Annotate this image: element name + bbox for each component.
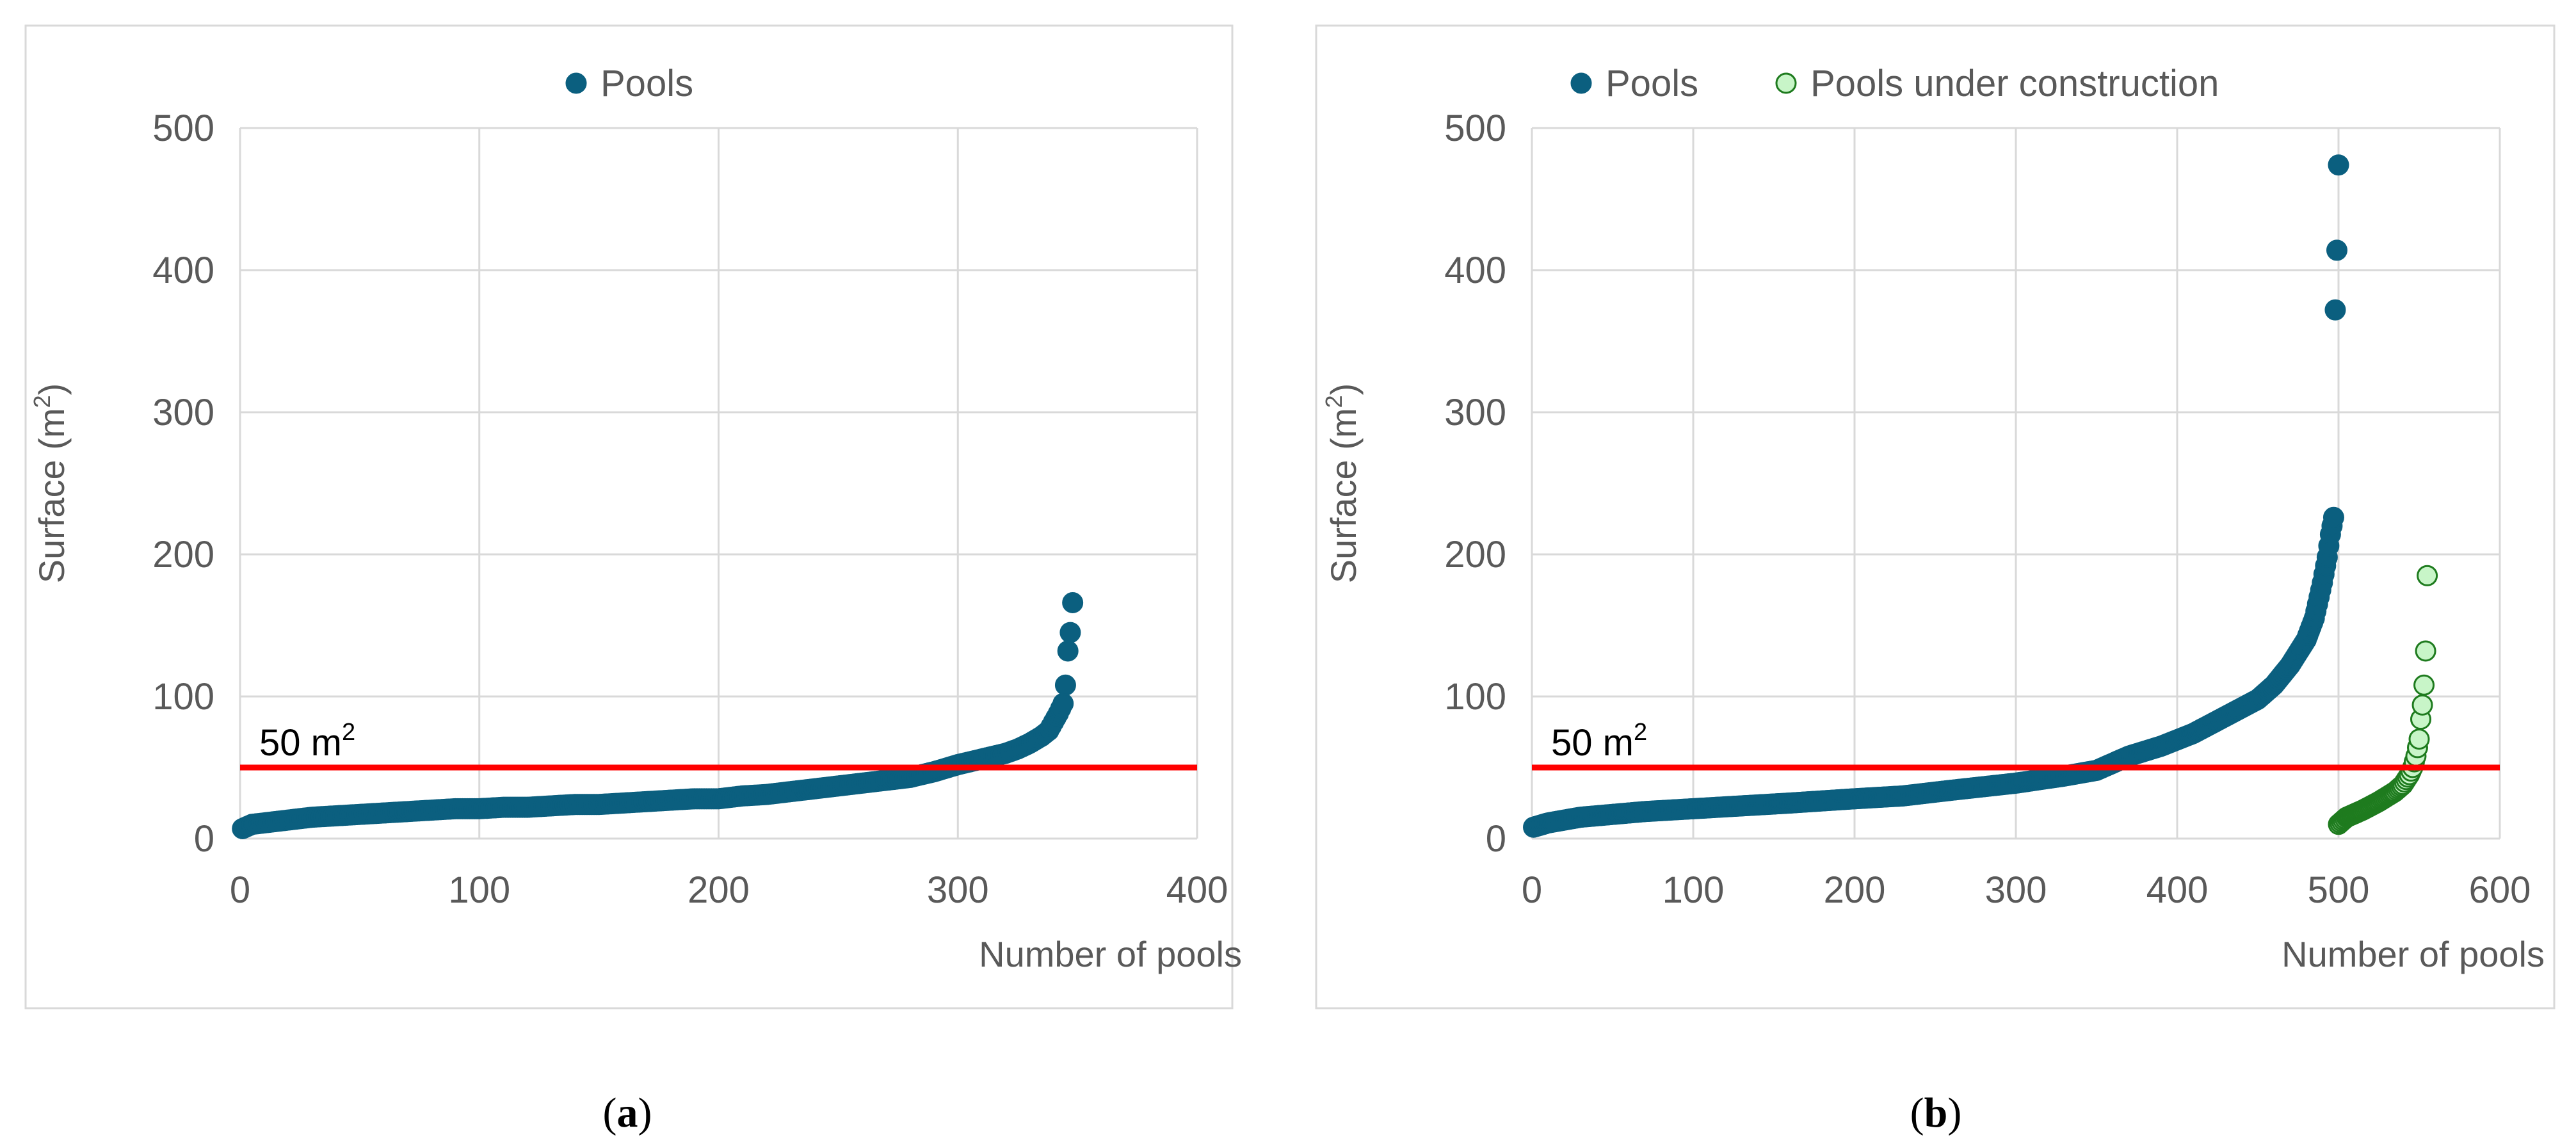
y-tick-label: 100 xyxy=(152,676,214,718)
data-point xyxy=(2322,506,2344,528)
y-tick-label: 400 xyxy=(1444,250,1506,291)
x-axis-label: Number of pools xyxy=(979,934,1242,974)
y-tick-label: 200 xyxy=(1444,534,1506,575)
x-axis-label: Number of pools xyxy=(2282,934,2545,974)
x-tick-label: 400 xyxy=(2146,869,2209,911)
y-tick-label: 500 xyxy=(1444,108,1506,149)
x-tick-label: 400 xyxy=(1166,869,1228,911)
y-axis-label: Surface (m2) xyxy=(1321,383,1364,584)
chart-frame xyxy=(24,24,1234,1009)
legend-entry: Pools under construction xyxy=(1775,63,2219,104)
y-tick-label: 200 xyxy=(152,534,214,575)
legend-entry: Pools xyxy=(1570,63,1698,104)
data-point xyxy=(2324,299,2346,321)
data-point xyxy=(1052,693,1074,714)
data-point xyxy=(2411,694,2433,716)
legend-label: Pools under construction xyxy=(1810,63,2219,104)
threshold-label: 50 m2 xyxy=(1551,719,1647,764)
data-point xyxy=(1054,674,1076,696)
x-tick-label: 300 xyxy=(1985,869,2047,911)
x-tick-label: 200 xyxy=(1824,869,1886,911)
data-point xyxy=(1059,622,1081,643)
legend-marker xyxy=(565,72,587,94)
x-tick-label: 300 xyxy=(927,869,989,911)
y-tick-label: 300 xyxy=(152,392,214,433)
data-point xyxy=(1062,591,1084,613)
y-axis-label: Surface (m2) xyxy=(29,383,72,584)
data-point xyxy=(1057,640,1079,662)
legend-marker xyxy=(1570,72,1592,94)
panel-caption: (a) xyxy=(603,1090,652,1136)
x-tick-label: 100 xyxy=(1662,869,1725,911)
legend-marker xyxy=(1775,72,1797,94)
chart-frame xyxy=(1315,24,2556,1009)
threshold-label: 50 m2 xyxy=(259,719,355,764)
y-tick-label: 500 xyxy=(152,108,214,149)
data-point xyxy=(2413,674,2435,696)
y-tick-label: 100 xyxy=(1444,676,1506,718)
data-point xyxy=(2417,565,2438,586)
data-point xyxy=(2408,728,2430,750)
x-tick-label: 0 xyxy=(230,869,250,911)
series-1 xyxy=(2328,565,2438,835)
x-tick-label: 100 xyxy=(448,869,510,911)
data-point xyxy=(2326,239,2347,261)
series-0 xyxy=(1523,154,2349,838)
y-tick-label: 0 xyxy=(1486,818,1506,860)
legend-label: Pools xyxy=(1606,63,1698,104)
y-tick-label: 300 xyxy=(1444,392,1506,433)
chart-panel-1: 0 100 200 300 400 500 0 100 200 300 400 500 600 Surfa… xyxy=(1315,24,2556,1009)
legend-label: Pools xyxy=(600,63,693,104)
panel-caption: (b) xyxy=(1910,1090,1962,1136)
x-tick-label: 600 xyxy=(2469,869,2531,911)
x-tick-label: 500 xyxy=(2308,869,2370,911)
data-point xyxy=(2328,154,2349,176)
x-tick-label: 200 xyxy=(688,869,750,911)
y-tick-label: 0 xyxy=(194,818,214,860)
data-point xyxy=(2415,640,2436,662)
series-0 xyxy=(232,591,1084,839)
chart-panel-0: 0 100 200 300 400 500 0 100 200 300 400 Surface (m2… xyxy=(24,24,1242,1009)
y-tick-label: 400 xyxy=(152,250,214,291)
legend-entry: Pools xyxy=(565,63,693,104)
x-tick-label: 0 xyxy=(1522,869,1542,911)
